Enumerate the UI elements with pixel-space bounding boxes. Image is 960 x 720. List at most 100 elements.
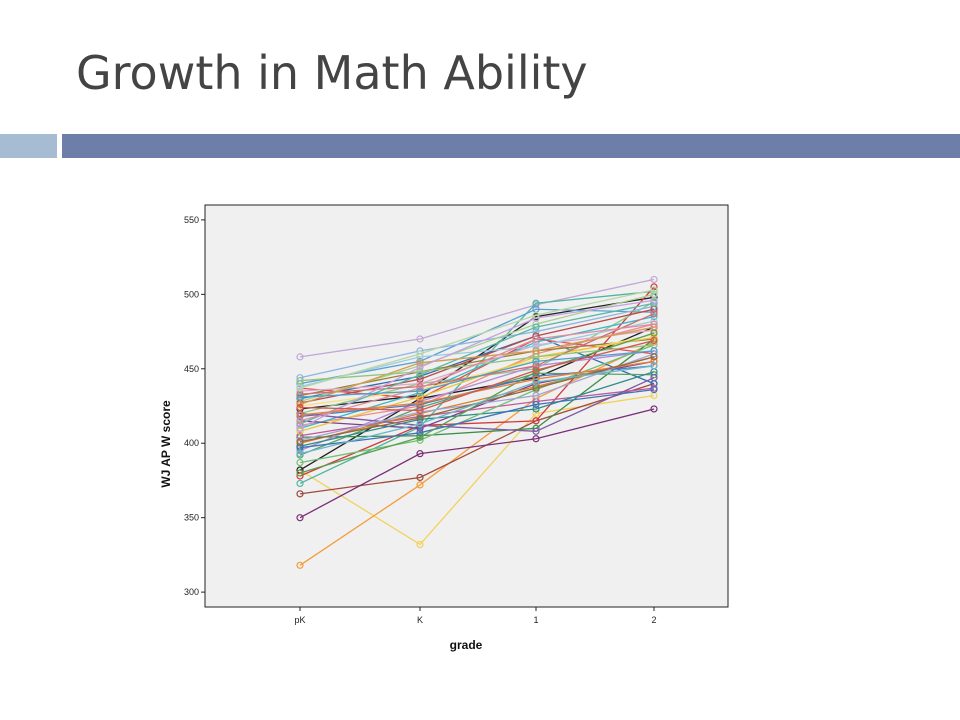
math-growth-chart: 300 350 400 450 500 550 pK K 1 2 WJ AP W score g… bbox=[159, 204, 729, 652]
data-point bbox=[650, 320, 658, 328]
data-point bbox=[532, 435, 540, 443]
data-point bbox=[532, 427, 540, 435]
series-46 bbox=[296, 286, 658, 392]
series-line bbox=[299, 344, 655, 382]
data-point bbox=[296, 561, 304, 569]
data-point bbox=[416, 406, 424, 415]
data-point bbox=[532, 327, 540, 336]
series-line bbox=[299, 338, 655, 400]
data-point bbox=[416, 368, 424, 376]
y-tick-label: 500 bbox=[184, 289, 199, 299]
series-line bbox=[299, 350, 655, 398]
series-line bbox=[299, 299, 655, 429]
series-line bbox=[299, 336, 655, 432]
series-47 bbox=[296, 336, 658, 415]
data-point bbox=[650, 357, 658, 365]
series-line bbox=[299, 286, 655, 477]
data-point bbox=[416, 335, 424, 343]
data-point bbox=[416, 363, 424, 371]
series-line bbox=[299, 308, 655, 385]
data-point bbox=[650, 405, 658, 413]
data-point bbox=[296, 450, 304, 458]
data-point bbox=[416, 359, 424, 367]
data-point bbox=[416, 433, 424, 441]
data-point bbox=[296, 377, 304, 385]
x-axis-title: grade bbox=[450, 638, 483, 652]
y-axis: 300 350 400 450 500 550 bbox=[184, 215, 205, 597]
data-point bbox=[532, 342, 540, 351]
series-line bbox=[299, 332, 655, 474]
data-point bbox=[532, 335, 540, 343]
data-point bbox=[416, 420, 424, 428]
data-point bbox=[296, 393, 304, 401]
series-line bbox=[299, 308, 655, 404]
y-tick-label: 550 bbox=[184, 215, 199, 225]
data-point bbox=[296, 490, 304, 498]
series-30 bbox=[296, 341, 658, 467]
series-line bbox=[299, 344, 655, 464]
data-point bbox=[650, 313, 658, 321]
data-point bbox=[650, 329, 658, 337]
series-line bbox=[299, 365, 655, 455]
data-point bbox=[416, 387, 424, 395]
data-point bbox=[296, 424, 304, 432]
data-point bbox=[532, 357, 540, 365]
y-tick-label: 450 bbox=[184, 364, 199, 374]
data-point bbox=[416, 473, 424, 482]
data-point bbox=[416, 429, 424, 437]
data-point bbox=[532, 417, 540, 425]
data-point bbox=[532, 409, 540, 418]
data-point bbox=[650, 286, 658, 294]
series-line bbox=[299, 326, 655, 406]
data-point bbox=[532, 400, 540, 409]
x-tick-label: 1 bbox=[533, 615, 538, 625]
series-line bbox=[299, 388, 655, 449]
data-point bbox=[416, 540, 424, 549]
series-line bbox=[299, 377, 655, 432]
y-axis-title: WJ AP W score bbox=[159, 400, 173, 488]
y-tick-label: 300 bbox=[184, 587, 199, 597]
data-point bbox=[296, 514, 304, 522]
series-line bbox=[299, 339, 655, 412]
data-point bbox=[416, 350, 424, 358]
series-line bbox=[299, 323, 655, 422]
data-point bbox=[296, 353, 304, 361]
series-line bbox=[299, 320, 655, 388]
x-tick-label: 2 bbox=[651, 615, 656, 625]
data-point bbox=[416, 481, 424, 489]
data-point bbox=[296, 479, 304, 488]
data-point bbox=[296, 438, 304, 446]
series-44 bbox=[296, 347, 658, 401]
data-point bbox=[650, 353, 658, 361]
y-tick-label: 400 bbox=[184, 438, 199, 448]
data-point bbox=[650, 374, 658, 382]
data-point bbox=[532, 378, 540, 386]
data-point bbox=[416, 399, 424, 407]
x-axis: pK K 1 2 bbox=[294, 607, 657, 625]
series-48 bbox=[296, 362, 658, 458]
series-line bbox=[299, 356, 655, 444]
title-accent-bar bbox=[62, 134, 960, 158]
series-35 bbox=[296, 299, 658, 428]
data-point bbox=[532, 353, 540, 361]
title-accent-bar-left bbox=[0, 134, 57, 158]
series-line bbox=[299, 371, 655, 447]
data-point bbox=[650, 310, 658, 318]
data-point bbox=[296, 403, 304, 412]
series-line bbox=[299, 408, 655, 519]
x-tick-label: pK bbox=[294, 615, 305, 625]
data-point bbox=[296, 469, 304, 477]
series-line bbox=[299, 278, 655, 358]
data-point bbox=[650, 336, 658, 345]
series-line bbox=[299, 338, 655, 438]
data-point bbox=[296, 374, 304, 382]
data-point bbox=[416, 375, 424, 383]
series-5 bbox=[296, 405, 658, 522]
data-point bbox=[650, 275, 658, 284]
data-point bbox=[650, 362, 658, 370]
slide-title: Growth in Math Ability bbox=[76, 46, 588, 100]
series-line bbox=[299, 305, 655, 379]
data-point bbox=[296, 458, 304, 467]
series-layer bbox=[296, 275, 658, 569]
data-point bbox=[650, 386, 658, 394]
